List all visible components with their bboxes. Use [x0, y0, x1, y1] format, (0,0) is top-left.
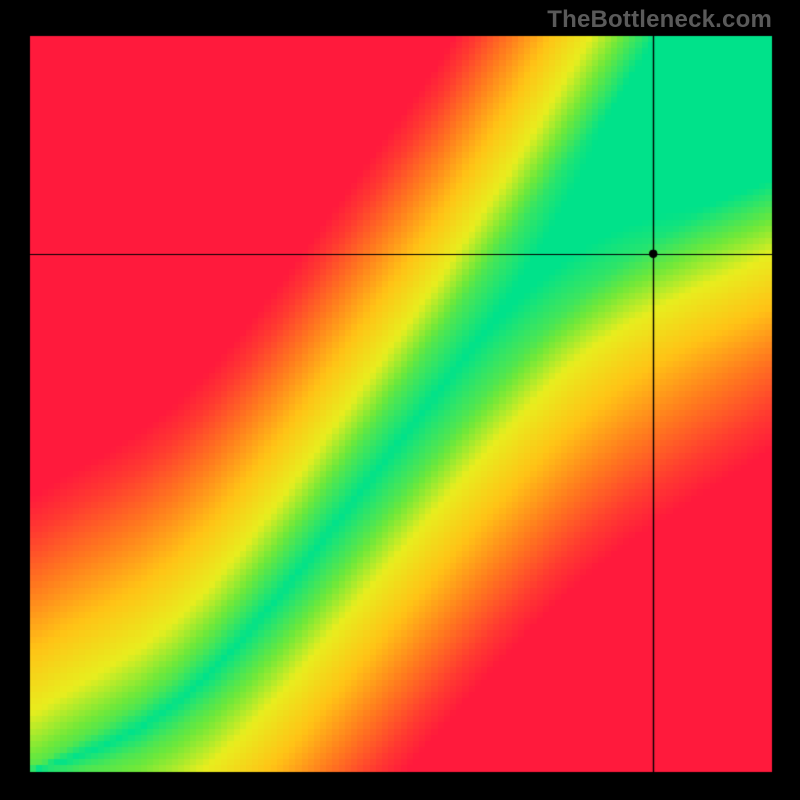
- bottleneck-heatmap: [0, 0, 800, 800]
- watermark-text: TheBottleneck.com: [547, 6, 772, 34]
